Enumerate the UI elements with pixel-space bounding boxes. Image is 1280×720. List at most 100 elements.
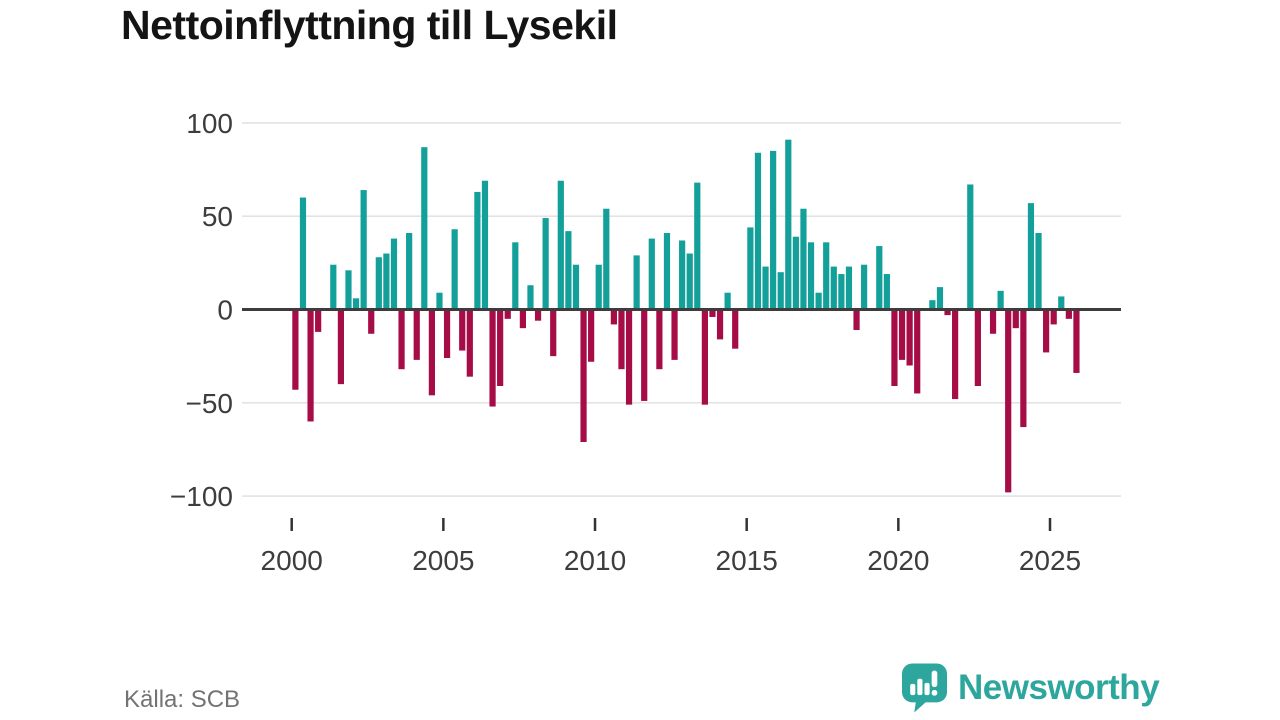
bar-2013-Q2: [694, 182, 701, 310]
bar-2000-Q3: [307, 309, 314, 422]
bar-2005-Q2: [451, 229, 458, 310]
bar-2020-Q1: [898, 309, 906, 360]
bar-2011-Q3: [641, 309, 648, 401]
x-axis-label-2005: 2005: [412, 545, 474, 576]
bar-2001-Q4: [345, 270, 352, 310]
bar-2017-Q1: [807, 242, 815, 310]
bar-2004-Q2: [421, 147, 428, 310]
bar-2004-Q4: [436, 292, 443, 310]
bar-2004-Q1: [413, 309, 420, 360]
bar-2006-Q3: [489, 309, 496, 407]
y-axis-label--100: −100: [170, 481, 233, 512]
x-axis-label-2000: 2000: [261, 545, 323, 576]
bar-2002-Q2: [360, 190, 367, 310]
bar-2009-Q2: [572, 264, 580, 310]
bar-2006-Q1: [474, 191, 481, 310]
bar-2018-Q1: [838, 274, 845, 310]
bar-2025-Q1: [1050, 309, 1057, 325]
bar-2021-Q2: [936, 287, 944, 310]
bar-2023-Q4: [1012, 309, 1019, 329]
bar-2008-Q3: [550, 309, 557, 357]
bar-2012-Q3: [671, 309, 678, 360]
bar-2012-Q1: [656, 309, 663, 370]
bar-2015-Q1: [747, 227, 754, 310]
bar-2000-Q1: [292, 309, 299, 390]
bar-2023-Q1: [989, 309, 997, 334]
bar-2001-Q3: [337, 309, 344, 385]
bar-2021-Q4: [952, 309, 959, 400]
bar-2006-Q4: [497, 309, 504, 387]
bar-2010-Q4: [618, 309, 625, 370]
newsworthy-bubble-icon: [902, 663, 947, 713]
x-axis-label-2025: 2025: [1019, 545, 1081, 576]
bar-2017-Q4: [830, 266, 837, 310]
bar-2005-Q3: [459, 309, 466, 351]
bar-2016-Q2: [785, 139, 792, 310]
bar-2011-Q1: [625, 309, 633, 405]
bar-2003-Q3: [398, 309, 405, 370]
bar-2015-Q4: [770, 150, 777, 310]
bar-2021-Q1: [929, 300, 936, 310]
bar-2022-Q2: [967, 184, 974, 310]
bar-2009-Q4: [588, 309, 595, 362]
bar-2012-Q2: [663, 232, 671, 310]
bar-2007-Q3: [519, 309, 526, 329]
bar-2013-Q1: [686, 253, 693, 310]
newsworthy-logo: Newsworthy: [902, 663, 1160, 713]
bar-2022-Q3: [974, 309, 981, 387]
bar-2015-Q3: [762, 266, 769, 310]
bar-2014-Q3: [732, 309, 739, 349]
bar-2017-Q3: [823, 242, 830, 310]
bar-2024-Q1: [1020, 309, 1027, 428]
bar-2018-Q3: [853, 309, 860, 331]
chart-title: Nettoinflyttning till Lysekil: [121, 2, 618, 48]
bar-2009-Q1: [565, 231, 572, 310]
bar-2001-Q2: [330, 264, 337, 310]
bar-2005-Q4: [466, 309, 473, 377]
newsworthy-wordmark: Newsworthy: [958, 668, 1160, 707]
bar-2004-Q3: [428, 309, 435, 396]
bar-2007-Q1: [504, 309, 511, 319]
bar-2008-Q4: [557, 180, 564, 310]
bar-2000-Q2: [299, 197, 307, 310]
bar-2014-Q1: [716, 309, 724, 340]
bar-2018-Q4: [861, 264, 868, 310]
bar-2003-Q2: [390, 238, 398, 310]
bar-2002-Q3: [368, 309, 375, 334]
bar-2011-Q2: [633, 255, 640, 310]
source-label: Källa: SCB: [124, 686, 241, 713]
bar-2008-Q2: [542, 218, 549, 310]
bar-2019-Q2: [876, 246, 883, 310]
bar-2015-Q2: [754, 152, 762, 310]
bar-2023-Q3: [1005, 309, 1012, 493]
exclamation-stem: [931, 670, 938, 687]
bar-2011-Q4: [648, 238, 655, 310]
bar-2016-Q3: [792, 236, 799, 310]
y-axis-label--50: −50: [186, 388, 234, 419]
bar-2023-Q2: [997, 290, 1004, 310]
bar-2014-Q2: [724, 292, 731, 310]
bar-2025-Q2: [1058, 296, 1065, 310]
bar-chart-glyph-bar2: [917, 678, 923, 696]
bar-2010-Q2: [603, 208, 610, 310]
x-axis-label-2020: 2020: [867, 545, 929, 576]
bar-2016-Q4: [800, 208, 807, 310]
bar-2019-Q4: [891, 309, 898, 387]
x-axis-label-2015: 2015: [716, 545, 778, 576]
y-axis-label-50: 50: [202, 201, 233, 232]
bar-2002-Q1: [352, 298, 360, 310]
net-migration-chart-svg: 100 50 0 −50 −100 2000 2005 2010 2015 2020 2025: [170, 108, 1121, 576]
bar-2010-Q1: [595, 264, 602, 310]
y-axis-label-0: 0: [217, 295, 233, 326]
bar-2010-Q3: [610, 309, 617, 325]
bar-2017-Q2: [815, 292, 822, 310]
bar-2024-Q4: [1043, 309, 1050, 353]
bar-2020-Q2: [906, 309, 913, 366]
bar-2003-Q4: [406, 232, 413, 310]
bar-2009-Q3: [580, 309, 587, 442]
bar-2025-Q4: [1073, 309, 1080, 373]
x-axis-label-2010: 2010: [564, 545, 626, 576]
bar-2024-Q2: [1027, 203, 1035, 310]
bar-2003-Q1: [383, 253, 390, 310]
exclamation-dot: [931, 690, 938, 696]
